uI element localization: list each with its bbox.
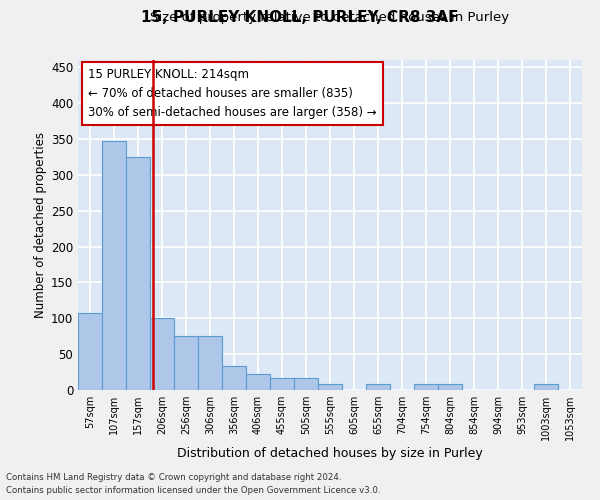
Text: 15, PURLEY KNOLL, PURLEY, CR8 3AF: 15, PURLEY KNOLL, PURLEY, CR8 3AF (141, 10, 459, 25)
Bar (534, 384, 558, 390)
Bar (366, 384, 390, 390)
Bar (294, 378, 318, 390)
Title: Size of property relative to detached houses in Purley: Size of property relative to detached ho… (151, 11, 509, 24)
Text: Contains HM Land Registry data © Crown copyright and database right 2024.
Contai: Contains HM Land Registry data © Crown c… (6, 474, 380, 495)
Text: 15 PURLEY KNOLL: 214sqm
← 70% of detached houses are smaller (835)
30% of semi-d: 15 PURLEY KNOLL: 214sqm ← 70% of detache… (88, 68, 377, 119)
Bar (198, 336, 222, 390)
Bar (270, 378, 294, 390)
Y-axis label: Number of detached properties: Number of detached properties (34, 132, 47, 318)
Bar (150, 318, 174, 390)
Bar (222, 366, 246, 390)
Bar (318, 384, 342, 390)
Bar (174, 336, 198, 390)
Bar (126, 157, 150, 390)
Bar (438, 384, 462, 390)
Bar (246, 374, 270, 390)
Bar (78, 313, 102, 390)
Bar (102, 141, 126, 390)
Bar (414, 384, 438, 390)
X-axis label: Distribution of detached houses by size in Purley: Distribution of detached houses by size … (177, 447, 483, 460)
